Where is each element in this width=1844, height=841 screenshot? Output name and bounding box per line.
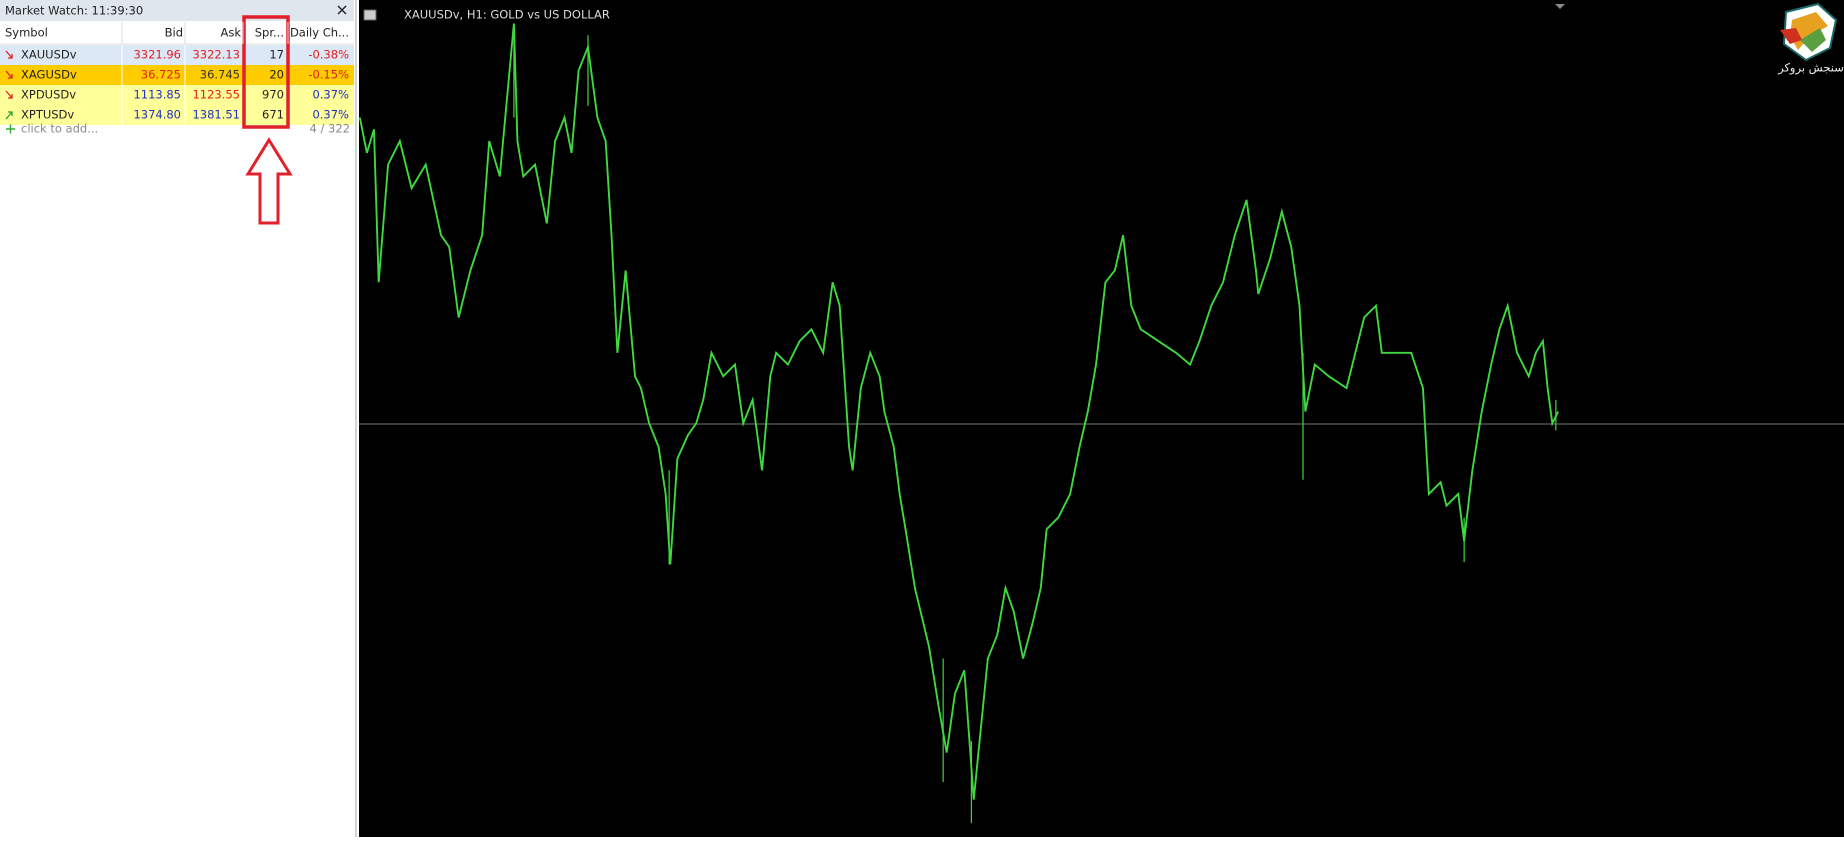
row-background bbox=[0, 85, 354, 105]
shift-marker bbox=[1555, 4, 1565, 9]
ask: 1123.55 bbox=[192, 88, 240, 102]
spread: 671 bbox=[262, 108, 284, 122]
logo-text: سنجش بروکر bbox=[1777, 61, 1844, 76]
ask: 3322.13 bbox=[192, 48, 240, 62]
trend-icon bbox=[5, 90, 13, 99]
bid: 3321.96 bbox=[133, 48, 181, 62]
trend-icon bbox=[5, 50, 13, 59]
column-header: Spr... bbox=[255, 26, 284, 40]
spread: 17 bbox=[269, 48, 284, 62]
spread: 20 bbox=[269, 68, 284, 82]
daily-change: -0.38% bbox=[308, 48, 349, 62]
ask: 1381.51 bbox=[192, 108, 240, 122]
highlight-box bbox=[242, 15, 290, 129]
add-icon[interactable] bbox=[6, 124, 15, 134]
column-header: Daily Ch... bbox=[290, 26, 349, 40]
chart-title: XAUUSDv, H1: GOLD vs US DOLLAR bbox=[404, 8, 610, 22]
bid: 1113.85 bbox=[133, 88, 181, 102]
bid: 1374.80 bbox=[133, 108, 181, 122]
rows: XAUUSDv 3321.96 3322.13 17 -0.38% XAGUSDv 36.7… bbox=[0, 45, 354, 125]
ask: 36.745 bbox=[200, 68, 240, 82]
trend-icon bbox=[5, 70, 13, 79]
column-header: Symbol bbox=[5, 26, 48, 40]
highlight-arrow bbox=[245, 137, 293, 225]
broker-logo bbox=[1780, 2, 1838, 62]
table-header bbox=[0, 22, 354, 44]
panel-title: Market Watch: 11:39:30 bbox=[5, 4, 143, 18]
symbol-count: 4 / 322 bbox=[310, 122, 350, 136]
row-background bbox=[0, 65, 354, 85]
add-symbol[interactable]: click to add... bbox=[21, 122, 98, 136]
row-background bbox=[0, 45, 354, 65]
chart-icon bbox=[363, 9, 377, 21]
daily-change: 0.37% bbox=[312, 88, 349, 102]
daily-change: -0.15% bbox=[308, 68, 349, 82]
bid: 36.725 bbox=[141, 68, 181, 82]
column-header: Ask bbox=[220, 26, 241, 40]
row-background bbox=[0, 105, 354, 125]
symbol: XAGUSDv bbox=[21, 68, 77, 82]
market-watch-panel bbox=[0, 0, 356, 837]
price-bars bbox=[358, 23, 1560, 824]
close-button[interactable] bbox=[337, 5, 347, 15]
symbol: XAUUSDv bbox=[21, 48, 77, 62]
trend-icon bbox=[5, 111, 13, 120]
spread: 970 bbox=[262, 88, 284, 102]
column-header: Bid bbox=[165, 26, 183, 40]
symbol: XPTUSDv bbox=[21, 108, 74, 122]
symbol: XPDUSDv bbox=[21, 88, 76, 102]
chart-area bbox=[359, 0, 1844, 837]
daily-change: 0.37% bbox=[312, 108, 349, 122]
